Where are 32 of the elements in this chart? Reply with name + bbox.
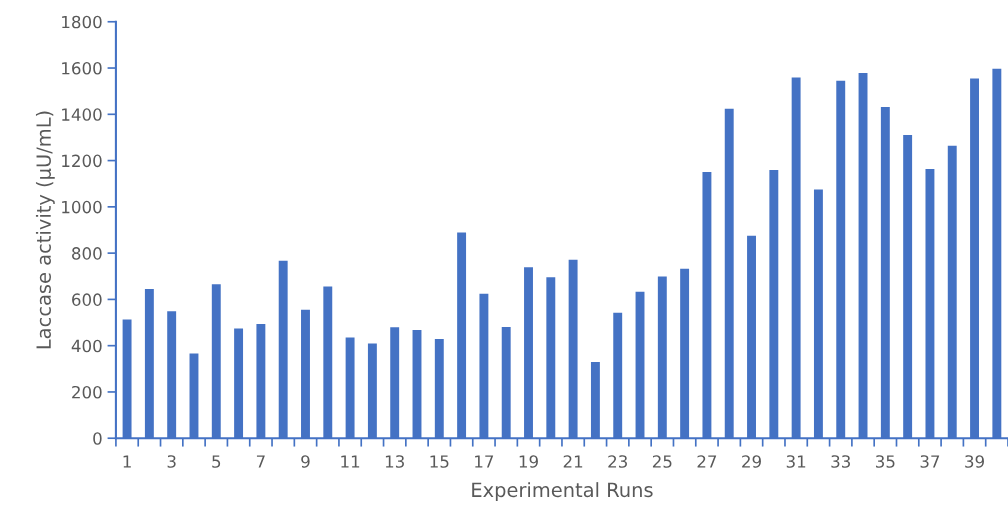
- y-tick-label: 1800: [62, 15, 102, 29]
- x-tick-label: 9: [301, 455, 310, 468]
- y-tick-label: 1400: [62, 108, 102, 121]
- y-tick-label: 1000: [62, 200, 102, 214]
- x-tick-label: 31: [786, 455, 806, 468]
- x-tick-label: 19: [519, 455, 538, 468]
- x-tick-label: 5: [212, 455, 221, 468]
- x-tick-label: 35: [876, 455, 895, 468]
- x-tick-label: 33: [831, 455, 850, 468]
- x-tick-label: 13: [385, 455, 404, 468]
- x-tick-label: 29: [742, 455, 761, 468]
- y-tick-label: 1200: [62, 154, 102, 168]
- x-tick-label: 23: [608, 455, 627, 468]
- x-tick-label: 15: [430, 455, 449, 468]
- x-tick-label: 1: [123, 455, 131, 468]
- x-tick-label: 21: [563, 455, 583, 468]
- y-tick-label: 200: [72, 385, 102, 399]
- y-tick-label: 400: [71, 339, 102, 353]
- x-axis-title: Experimental Runs: [472, 482, 653, 501]
- x-tick-label: 3: [167, 455, 176, 468]
- x-tick-label: 11: [341, 455, 360, 468]
- x-tick-label: 27: [697, 455, 717, 468]
- x-tick-label: 39: [965, 455, 984, 468]
- x-tick-label: 37: [920, 455, 940, 468]
- x-tick-label: 7: [256, 455, 265, 468]
- y-tick-label: 1600: [62, 61, 102, 75]
- x-tick-label: 25: [652, 455, 672, 468]
- y-tick-label: 800: [72, 247, 102, 260]
- y-axis-title: Laccase activity (µU/mL): [35, 111, 55, 349]
- y-tick-label: 600: [72, 293, 102, 306]
- x-tick-label: 17: [475, 455, 494, 468]
- y-tick-label: 0: [93, 432, 102, 445]
